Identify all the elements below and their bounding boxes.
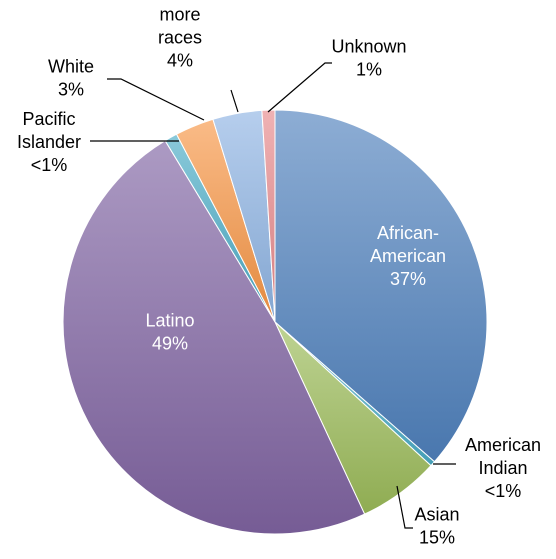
slice-label-white: White 3%: [48, 57, 94, 100]
leader-line-asian: [396, 485, 413, 529]
leader-lines: [90, 62, 456, 529]
slice-label-pacific-islander: Pacific Islander <1%: [17, 109, 81, 175]
slice-label-two-or-more-races: Two ormoreraces4%: [153, 0, 207, 71]
pie-slices: [62, 109, 488, 535]
pie-slice-unknown: [261, 109, 276, 323]
slice-label-african-american: African-American 37%: [370, 223, 446, 289]
pie-slice-african-american: [274, 109, 488, 463]
leader-line-two-or-more-races: [230, 89, 239, 113]
slice-label-latino: Latino 49%: [145, 311, 194, 354]
leader-line-unknown: [267, 62, 332, 113]
slice-label-unknown: Unknown 1%: [331, 37, 406, 80]
slice-label-asian: Asian 15%: [414, 505, 459, 548]
pie-slice-latino: [62, 140, 366, 535]
slice-label-american-indian: American Indian <1%: [465, 435, 541, 501]
leader-line-white: [107, 78, 205, 121]
slice-labels: African-American 37% American Indian <1%Asia…: [17, 0, 541, 548]
